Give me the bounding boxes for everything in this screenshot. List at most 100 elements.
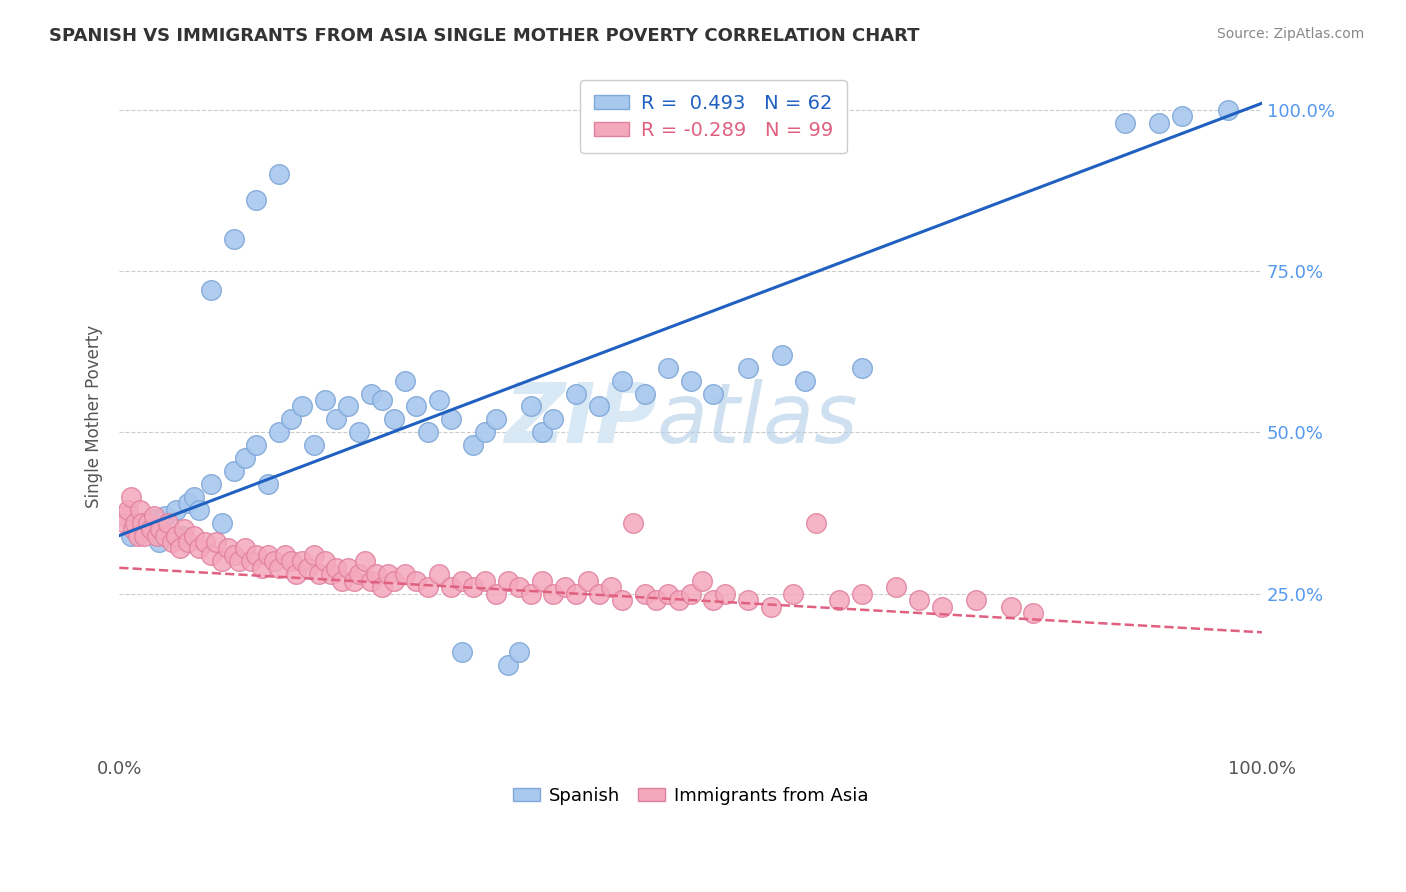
Point [146, 528, 169, 542]
Point [371, 392, 394, 407]
Point [531, 574, 554, 588]
Point [496, 657, 519, 672]
Point [679, 586, 702, 600]
Point [394, 374, 416, 388]
Point [588, 586, 610, 600]
Point [127, 528, 149, 542]
Point [211, 554, 233, 568]
Point [634, 586, 657, 600]
Point [1216, 103, 1239, 117]
Point [205, 535, 228, 549]
Point [256, 548, 278, 562]
Point [347, 567, 370, 582]
Point [588, 400, 610, 414]
Point [142, 512, 165, 526]
Point [233, 451, 256, 466]
Point [120, 490, 142, 504]
Point [371, 580, 394, 594]
Point [131, 522, 153, 536]
Point [280, 554, 302, 568]
Point [737, 360, 759, 375]
Point [416, 425, 439, 440]
Point [194, 535, 217, 549]
Point [172, 528, 194, 542]
Point [668, 593, 690, 607]
Point [165, 502, 187, 516]
Point [250, 561, 273, 575]
Point [610, 374, 633, 388]
Point [634, 386, 657, 401]
Point [217, 541, 239, 556]
Point [269, 167, 291, 181]
Point [325, 412, 347, 426]
Point [222, 548, 245, 562]
Point [354, 554, 377, 568]
Point [157, 516, 180, 530]
Point [965, 593, 987, 607]
Point [1171, 109, 1194, 123]
Point [679, 374, 702, 388]
Point [169, 541, 191, 556]
Point [440, 580, 463, 594]
Point [657, 360, 679, 375]
Point [394, 567, 416, 582]
Point [114, 516, 136, 530]
Point [134, 528, 156, 542]
Point [405, 574, 427, 588]
Point [336, 400, 359, 414]
Point [347, 425, 370, 440]
Point [211, 516, 233, 530]
Point [1114, 115, 1136, 129]
Point [314, 554, 336, 568]
Point [136, 516, 159, 530]
Point [576, 574, 599, 588]
Point [1147, 115, 1170, 129]
Point [1000, 599, 1022, 614]
Point [382, 412, 405, 426]
Point [188, 502, 211, 516]
Point [136, 516, 159, 530]
Point [120, 528, 142, 542]
Point [451, 645, 474, 659]
Point [610, 593, 633, 607]
Point [177, 535, 200, 549]
Text: Source: ZipAtlas.com: Source: ZipAtlas.com [1216, 27, 1364, 41]
Point [782, 586, 804, 600]
Point [256, 477, 278, 491]
Point [200, 477, 222, 491]
Point [222, 464, 245, 478]
Text: ZIP: ZIP [503, 379, 657, 460]
Point [623, 516, 645, 530]
Point [519, 400, 541, 414]
Point [806, 516, 828, 530]
Y-axis label: Single Mother Poverty: Single Mother Poverty [86, 325, 103, 508]
Point [177, 496, 200, 510]
Point [319, 567, 342, 582]
Point [554, 580, 576, 594]
Point [463, 438, 485, 452]
Point [485, 412, 508, 426]
Point [128, 502, 150, 516]
Point [297, 561, 319, 575]
Point [463, 580, 485, 594]
Point [291, 400, 314, 414]
Point [153, 509, 176, 524]
Point [690, 574, 713, 588]
Point [269, 425, 291, 440]
Point [188, 541, 211, 556]
Point [165, 528, 187, 542]
Point [931, 599, 953, 614]
Point [657, 586, 679, 600]
Point [117, 502, 139, 516]
Point [851, 360, 873, 375]
Point [200, 284, 222, 298]
Point [427, 392, 450, 407]
Point [125, 525, 148, 540]
Point [308, 567, 330, 582]
Point [416, 580, 439, 594]
Point [142, 509, 165, 524]
Point [330, 574, 353, 588]
Point [124, 516, 146, 530]
Point [908, 593, 931, 607]
Point [291, 554, 314, 568]
